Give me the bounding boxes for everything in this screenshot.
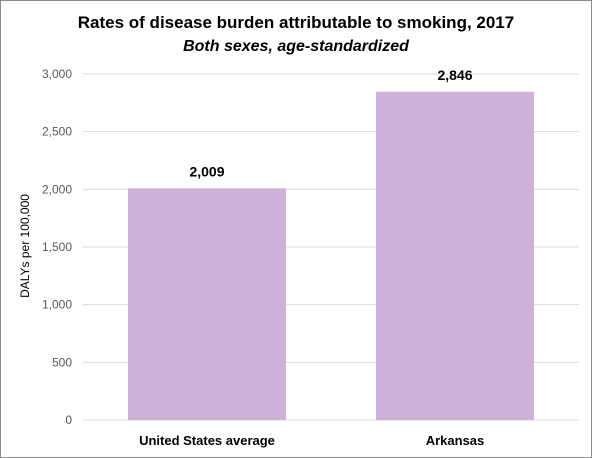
y-tick-label: 2,500 bbox=[42, 125, 72, 139]
y-axis-label: DALYs per 100,000 bbox=[18, 194, 32, 298]
y-tick-label: 500 bbox=[52, 355, 72, 369]
bar bbox=[376, 91, 534, 421]
data-label: 2,009 bbox=[189, 163, 224, 179]
y-tick-label: 0 bbox=[65, 413, 72, 427]
x-category-label: Arkansas bbox=[426, 433, 485, 448]
data-label: 2,846 bbox=[437, 67, 472, 83]
y-tick-label: 3,000 bbox=[42, 67, 72, 81]
y-tick-label: 1,000 bbox=[42, 298, 72, 312]
y-tick-label: 2,000 bbox=[42, 182, 72, 196]
bar bbox=[128, 188, 286, 420]
chart-subtitle: Both sexes, age-standardized bbox=[183, 38, 409, 55]
y-tick-label: 1,500 bbox=[42, 240, 72, 254]
x-category-label: United States average bbox=[139, 433, 275, 448]
chart-title: Rates of disease burden attributable to … bbox=[77, 13, 515, 32]
